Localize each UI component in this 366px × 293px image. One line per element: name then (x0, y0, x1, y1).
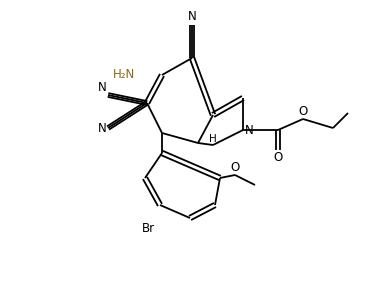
Text: O: O (273, 151, 283, 164)
Text: H: H (209, 134, 217, 144)
Text: N: N (245, 124, 254, 137)
Text: Br: Br (141, 222, 154, 235)
Text: H₂N: H₂N (113, 69, 135, 81)
Text: N: N (188, 10, 197, 23)
Text: O: O (298, 105, 308, 118)
Text: N: N (98, 81, 107, 94)
Text: N: N (98, 122, 107, 134)
Text: O: O (230, 161, 240, 174)
